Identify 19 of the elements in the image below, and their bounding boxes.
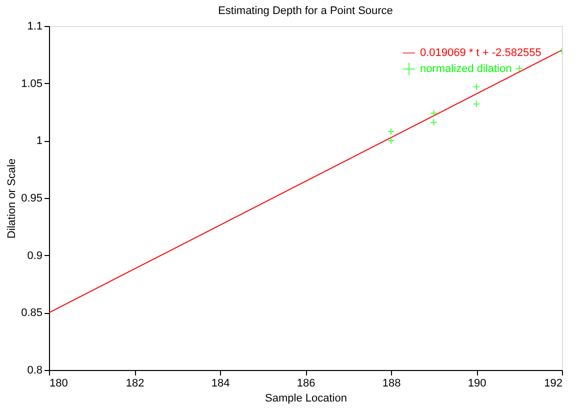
y-axis-title: Dilation or Scale xyxy=(6,158,18,239)
legend-label: 0.019069 * t + -2.582555 xyxy=(420,47,542,59)
y-tick-label: 0.9 xyxy=(27,250,42,262)
x-tick-label: 190 xyxy=(468,378,486,390)
x-tick-label: 188 xyxy=(382,378,401,390)
x-tick-label: 184 xyxy=(211,378,230,390)
x-axis-title: Sample Location xyxy=(265,392,347,404)
chart-title: Estimating Depth for a Point Source xyxy=(218,5,393,17)
y-tick-label: 0.95 xyxy=(21,192,42,204)
y-tick-label: 0.8 xyxy=(27,364,42,376)
x-tick-label: 186 xyxy=(296,378,316,390)
x-tick-label: 180 xyxy=(50,378,68,390)
x-tick-label: 182 xyxy=(126,378,144,390)
x-tick-label: 192 xyxy=(544,378,562,390)
y-tick-label: 0.85 xyxy=(21,307,42,320)
y-tick-label: 1 xyxy=(36,135,42,148)
y-tick-label: 1.1 xyxy=(27,20,42,32)
legend-label: normalized dilation xyxy=(420,63,512,75)
y-tick-label: 1.05 xyxy=(21,78,42,90)
